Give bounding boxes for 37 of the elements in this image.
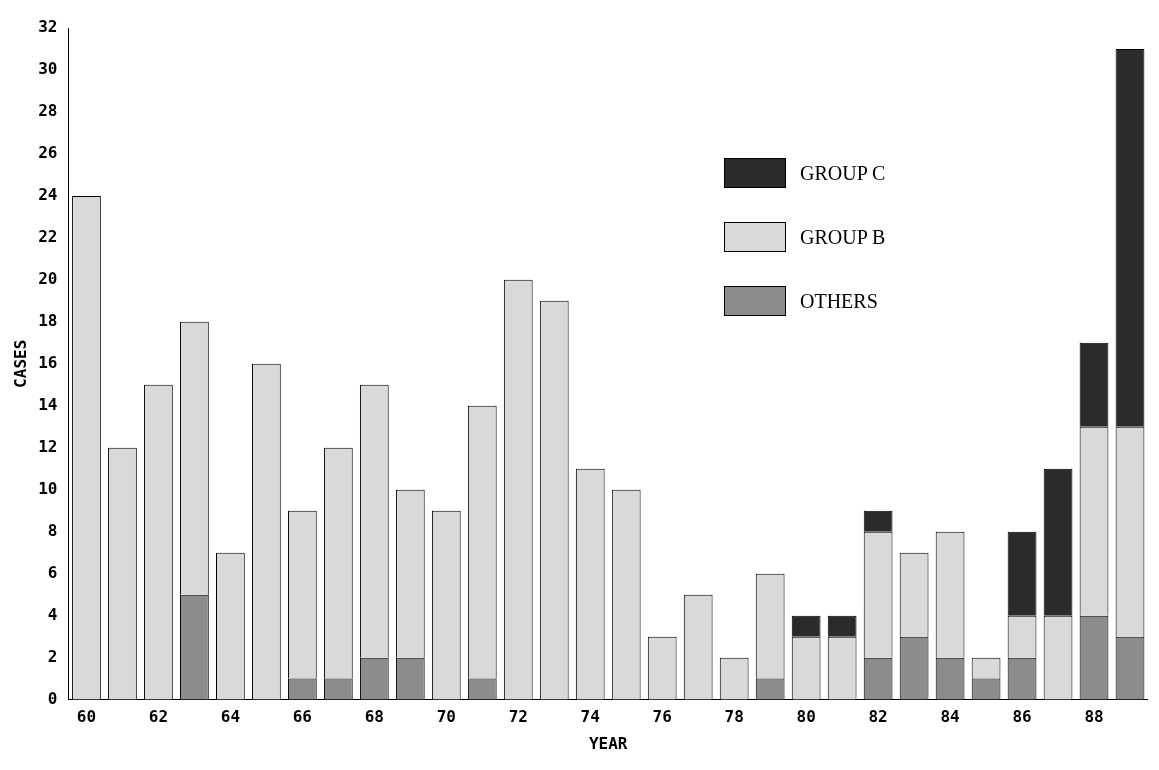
x-tick-label: 74	[580, 707, 600, 727]
x-tick-label: 76	[652, 707, 672, 727]
y-tick-label: 0	[47, 688, 58, 708]
y-tick-label: 16	[38, 352, 58, 372]
x-tick-label: 70	[436, 707, 456, 727]
x-tick-label: 88	[1084, 707, 1104, 727]
y-tick-label: 12	[38, 436, 58, 456]
y-tick-label: 28	[38, 101, 58, 121]
y-tick-label: 14	[38, 394, 58, 414]
y-tick-label: 8	[47, 520, 58, 540]
y-tick-label: 24	[38, 185, 58, 205]
x-tick-label: 72	[508, 707, 528, 727]
x-tick-label: 62	[148, 707, 169, 727]
y-tick-label: 32	[38, 17, 58, 37]
legend-label: GROUP C	[800, 161, 886, 185]
x-axis-title: YEAR	[588, 733, 628, 753]
legend-label: GROUP B	[800, 225, 886, 249]
y-tick-label: 22	[38, 227, 58, 247]
y-tick-label: 26	[38, 143, 58, 163]
y-tick-label: 18	[38, 310, 58, 330]
x-tick-label: 64	[220, 707, 241, 727]
x-tick-label: 80	[796, 707, 816, 727]
y-tick-label: 30	[38, 59, 58, 79]
y-tick-label: 6	[47, 562, 58, 582]
y-tick-label: 20	[38, 269, 58, 289]
x-tick-label: 82	[868, 707, 888, 727]
y-tick-label: 4	[47, 604, 58, 624]
y-axis-title: CASES	[10, 339, 30, 388]
x-tick-label: 60	[76, 707, 97, 727]
x-tick-label: 68	[364, 707, 384, 727]
y-tick-label: 2	[47, 646, 58, 666]
x-tick-label: 66	[292, 707, 312, 727]
x-tick-label: 84	[940, 707, 960, 727]
x-tick-label: 78	[724, 707, 744, 727]
y-tick-label: 10	[38, 478, 58, 498]
legend-label: OTHERS	[800, 289, 878, 313]
x-tick-label: 86	[1012, 707, 1032, 727]
